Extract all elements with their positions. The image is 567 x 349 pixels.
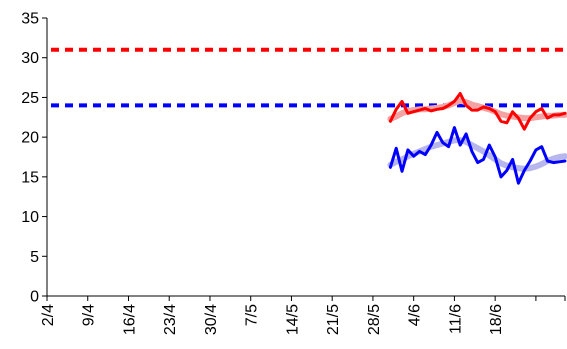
x-axis: 2/4 9/4 16/4 23/4 30/4 7/5 14/5 21/5 28/5 4/6 11/6… bbox=[40, 295, 566, 335]
x-tick-label: 7/5 bbox=[244, 304, 261, 326]
x-tick-label: 30/4 bbox=[203, 304, 220, 335]
x-tick-label: 14/5 bbox=[284, 304, 301, 335]
y-tick-label: 20 bbox=[21, 130, 39, 147]
y-tick-label: 10 bbox=[21, 209, 39, 226]
x-tick-label: 28/5 bbox=[366, 304, 383, 335]
y-tick-label: 0 bbox=[30, 289, 39, 306]
series-lines bbox=[387, 92, 567, 185]
x-tick-label: 16/4 bbox=[121, 304, 138, 335]
x-tick-label: 21/5 bbox=[325, 304, 342, 335]
y-tick-label: 5 bbox=[30, 249, 39, 266]
y-tick-label: 30 bbox=[21, 50, 39, 67]
x-tick-label: 4/6 bbox=[407, 304, 424, 326]
series-line bbox=[388, 92, 567, 131]
x-tick-label: 18/6 bbox=[488, 304, 505, 335]
reference-lines bbox=[51, 47, 563, 108]
x-tick-label: 11/6 bbox=[447, 304, 464, 334]
series-line bbox=[388, 126, 567, 185]
y-axis: 0 5 10 15 20 25 30 35 bbox=[21, 11, 48, 306]
x-tick-label: 23/4 bbox=[162, 304, 179, 335]
y-tick-label: 25 bbox=[21, 90, 39, 107]
x-tick-label: 9/4 bbox=[81, 304, 98, 326]
y-tick-label: 15 bbox=[21, 169, 39, 186]
y-tick-label: 35 bbox=[21, 11, 39, 28]
x-tick-label: 2/4 bbox=[40, 304, 57, 326]
